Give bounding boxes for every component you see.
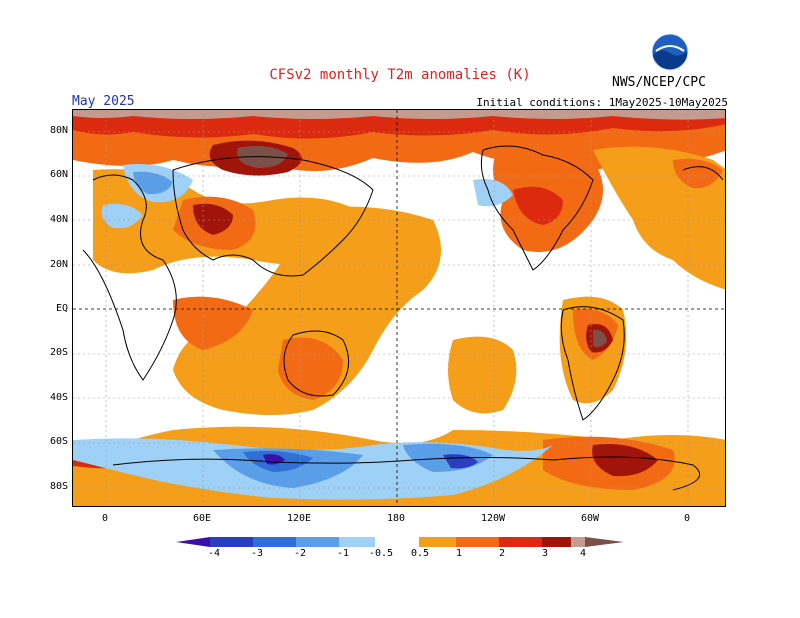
coastlines [82,145,724,491]
colorbar-label-minus2: -2 [293,548,307,559]
lat-label-40s: 40S [49,392,68,403]
lat-label-80n: 80N [49,125,68,136]
colorbar-segment-2-3 [499,537,542,547]
colorbar-segment-2-1 [296,537,339,547]
lon-label-120e: 120E [286,513,312,524]
lon-label-120w: 120W [480,513,506,524]
noaa-logo [651,33,689,71]
map-title: CFSv2 monthly T2m anomalies (K) [269,67,531,83]
colorbar [176,537,624,547]
lon-label-180: 180 [386,513,406,524]
colorbar-label-minus05: -0.5 [368,548,394,559]
colorbar-label-3: 3 [541,548,549,559]
lon-label-60e: 60E [192,513,212,524]
lat-label-60s: 60S [49,436,68,447]
lat-label-40n: 40N [49,214,68,225]
colorbar-segment-4-3 [210,537,253,547]
equator-and-dateline [73,110,725,506]
lon-label-0: 0 [101,513,109,524]
colorbar-label-1: 1 [455,548,463,559]
colorbar-label-4: 4 [579,548,587,559]
colorbar-label-minus1: -1 [336,548,350,559]
anomaly-map [72,109,726,507]
lon-label-0-east: 0 [683,513,691,524]
anomaly-field [73,110,725,506]
colorbar-segment-05-1 [419,537,456,547]
lat-label-eq: EQ [55,303,68,314]
lat-label-20s: 20S [49,347,68,358]
agency-label: NWS/NCEP/CPC [612,75,706,90]
colorbar-label-minus3: -3 [250,548,264,559]
colorbar-segment-1-05 [339,537,375,547]
initial-conditions: Initial conditions: 1May2025-10May2025 [476,96,728,109]
colorbar-segment-3-4 [542,537,585,547]
colorbar-label-minus4: -4 [207,548,221,559]
lon-label-60w: 60W [580,513,600,524]
colorbar-segment-4plus [571,537,585,547]
colorbar-segment-lt-4 [176,537,210,547]
lat-label-80s: 80S [49,481,68,492]
forecast-period: May 2025 [72,94,135,109]
map-gridlines [73,110,725,506]
lat-label-20n: 20N [49,259,68,270]
colorbar-label-05: 0.5 [410,548,430,559]
colorbar-segment-1-2 [456,537,499,547]
colorbar-segment-3-2 [253,537,296,547]
lat-label-60n: 60N [49,169,68,180]
colorbar-segment-neutral [375,537,419,547]
colorbar-label-2: 2 [498,548,506,559]
colorbar-segment-gt-4 [585,537,624,547]
